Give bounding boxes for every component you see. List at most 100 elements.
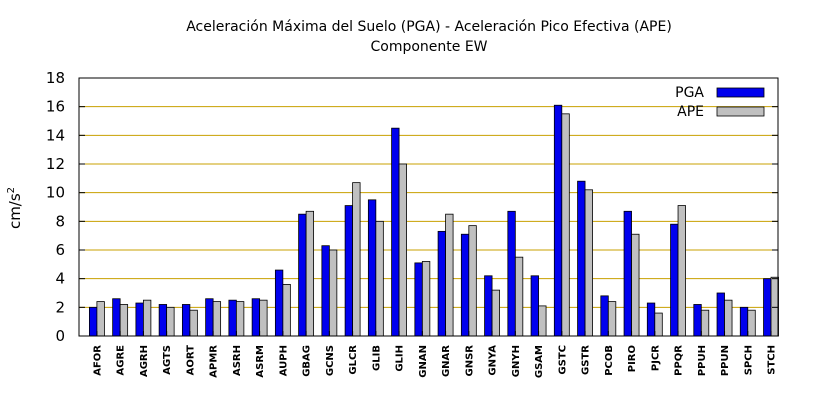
bar-ape-piro <box>631 233 640 337</box>
bar-ape-spch <box>747 309 756 337</box>
bar-pga-glib <box>367 199 377 337</box>
legend-swatch-pga <box>716 87 765 98</box>
bar-ape-gstc <box>561 113 570 337</box>
bar-ape-afor <box>96 301 105 337</box>
bar-pga-agre <box>112 298 121 337</box>
y-tick-label: 4 <box>55 270 65 288</box>
bar-pga-gnyh <box>507 210 516 337</box>
x-tick-label: GSAM <box>534 345 545 378</box>
bar-pga-ppun <box>716 292 725 337</box>
bar-ape-ppun <box>724 299 733 337</box>
bar-ape-gnan <box>421 261 431 337</box>
bar-pga-pjcr <box>646 302 656 337</box>
bar-ape-gnyh <box>514 256 524 337</box>
x-tick-label: GLCR <box>348 345 359 375</box>
bar-pga-glcr <box>344 205 354 337</box>
x-tick-label: GNAR <box>441 345 452 377</box>
bar-ape-gsam <box>538 305 547 337</box>
legend-label-ape: APE <box>677 104 704 120</box>
bar-pga-agts <box>158 304 168 337</box>
x-tick-label: AGRH <box>139 345 150 377</box>
bar-pga-gnan <box>414 262 423 337</box>
x-tick-label: STCH <box>767 345 778 375</box>
bar-ape-agrh <box>142 299 152 337</box>
bar-ape-agre <box>119 304 129 337</box>
bars <box>88 104 779 337</box>
bar-ape-stch <box>770 276 779 337</box>
bar-pga-gsam <box>530 275 539 337</box>
bar-pga-aort <box>181 304 191 337</box>
bar-ape-gbag <box>305 210 315 337</box>
bar-pga-gcns <box>321 245 330 337</box>
bar-ape-ppqr <box>677 205 686 337</box>
bar-pga-piro <box>623 210 632 337</box>
x-tick-label: PJCR <box>650 345 661 371</box>
bar-ape-glib <box>375 220 384 337</box>
chart-subtitle: Componente EW <box>370 39 487 55</box>
x-tick-label: GNYH <box>511 345 522 377</box>
gridlines <box>79 106 778 308</box>
y-tick-label: 2 <box>55 298 65 316</box>
x-tick-label: GCNS <box>325 345 336 376</box>
x-tick-label: ASRM <box>255 345 266 378</box>
x-tick-label: APMR <box>209 345 220 378</box>
x-tick-label: PPUH <box>697 345 708 376</box>
x-tick-label: GNYA <box>488 345 499 376</box>
x-tick-label: GSTR <box>581 345 592 375</box>
legend: PGA APE <box>675 85 765 120</box>
bar-pga-spch <box>739 306 749 337</box>
bar-pga-stch <box>763 278 772 337</box>
bar-ape-ppuh <box>700 309 710 337</box>
x-tick-label: GBAG <box>302 345 313 377</box>
y-tick-label: 10 <box>46 184 65 202</box>
bar-pga-agrh <box>135 302 144 337</box>
y-tick-label: 14 <box>46 126 65 144</box>
bar-ape-apmr <box>212 301 222 337</box>
bar-ape-glih <box>398 163 407 337</box>
x-tick-label: GNAN <box>418 345 429 378</box>
x-tick-label: PPUN <box>720 345 731 376</box>
y-tick-label: 8 <box>55 212 65 230</box>
x-tick-label: PIRO <box>627 345 638 372</box>
axes: 0 2 4 6 8 10 12 14 16 18 AFOR AGRE AGRH AGTS AORT APMR A… <box>46 69 779 378</box>
x-tick-label: PCOB <box>604 345 615 376</box>
bar-pga-afor <box>88 306 98 337</box>
x-tick-label: PPQR <box>674 345 685 376</box>
bar-ape-gnsr <box>468 225 477 337</box>
bar-pga-gnar <box>437 230 446 337</box>
x-tick-label: GSTC <box>557 345 568 375</box>
x-tick-label: SPCH <box>743 345 754 375</box>
y-tick-label: 0 <box>55 327 65 345</box>
bar-pga-gstc <box>553 104 563 337</box>
bar-pga-apmr <box>205 298 214 337</box>
bar-pga-gstr <box>577 180 586 337</box>
y-tick-label: 18 <box>46 69 65 87</box>
bar-pga-gnsr <box>460 233 470 337</box>
bar-pga-glih <box>391 127 400 337</box>
bar-ape-agts <box>166 306 175 337</box>
x-tick-label: AORT <box>185 345 196 375</box>
bar-ape-glcr <box>352 182 361 337</box>
bar-ape-aort <box>189 309 198 337</box>
bar-ape-gnar <box>445 213 454 337</box>
plot-border <box>78 77 779 337</box>
y-tick-label: 16 <box>46 98 65 116</box>
bar-ape-gstr <box>584 189 593 337</box>
y-tick-label: 6 <box>55 241 65 259</box>
bar-pga-gnya <box>484 275 493 337</box>
bar-pga-asrm <box>251 298 261 337</box>
bar-pga-gbag <box>298 213 307 337</box>
x-tick-label: AGRE <box>116 345 127 376</box>
bar-ape-asrh <box>235 301 245 337</box>
x-tick-label: AUPH <box>278 345 289 376</box>
bar-ape-gcns <box>328 249 338 337</box>
y-axis-label-unit: cm/s <box>6 193 24 229</box>
legend-swatch-ape <box>716 106 765 117</box>
y-axis-label-superscript: 2 <box>6 187 17 193</box>
x-tick-label: GNSR <box>464 345 475 377</box>
bar-ape-asrm <box>259 299 268 337</box>
bar-pga-pcob <box>600 295 609 337</box>
x-tick-label: AGTS <box>162 345 173 375</box>
y-axis-label: cm/s2 <box>6 187 24 229</box>
